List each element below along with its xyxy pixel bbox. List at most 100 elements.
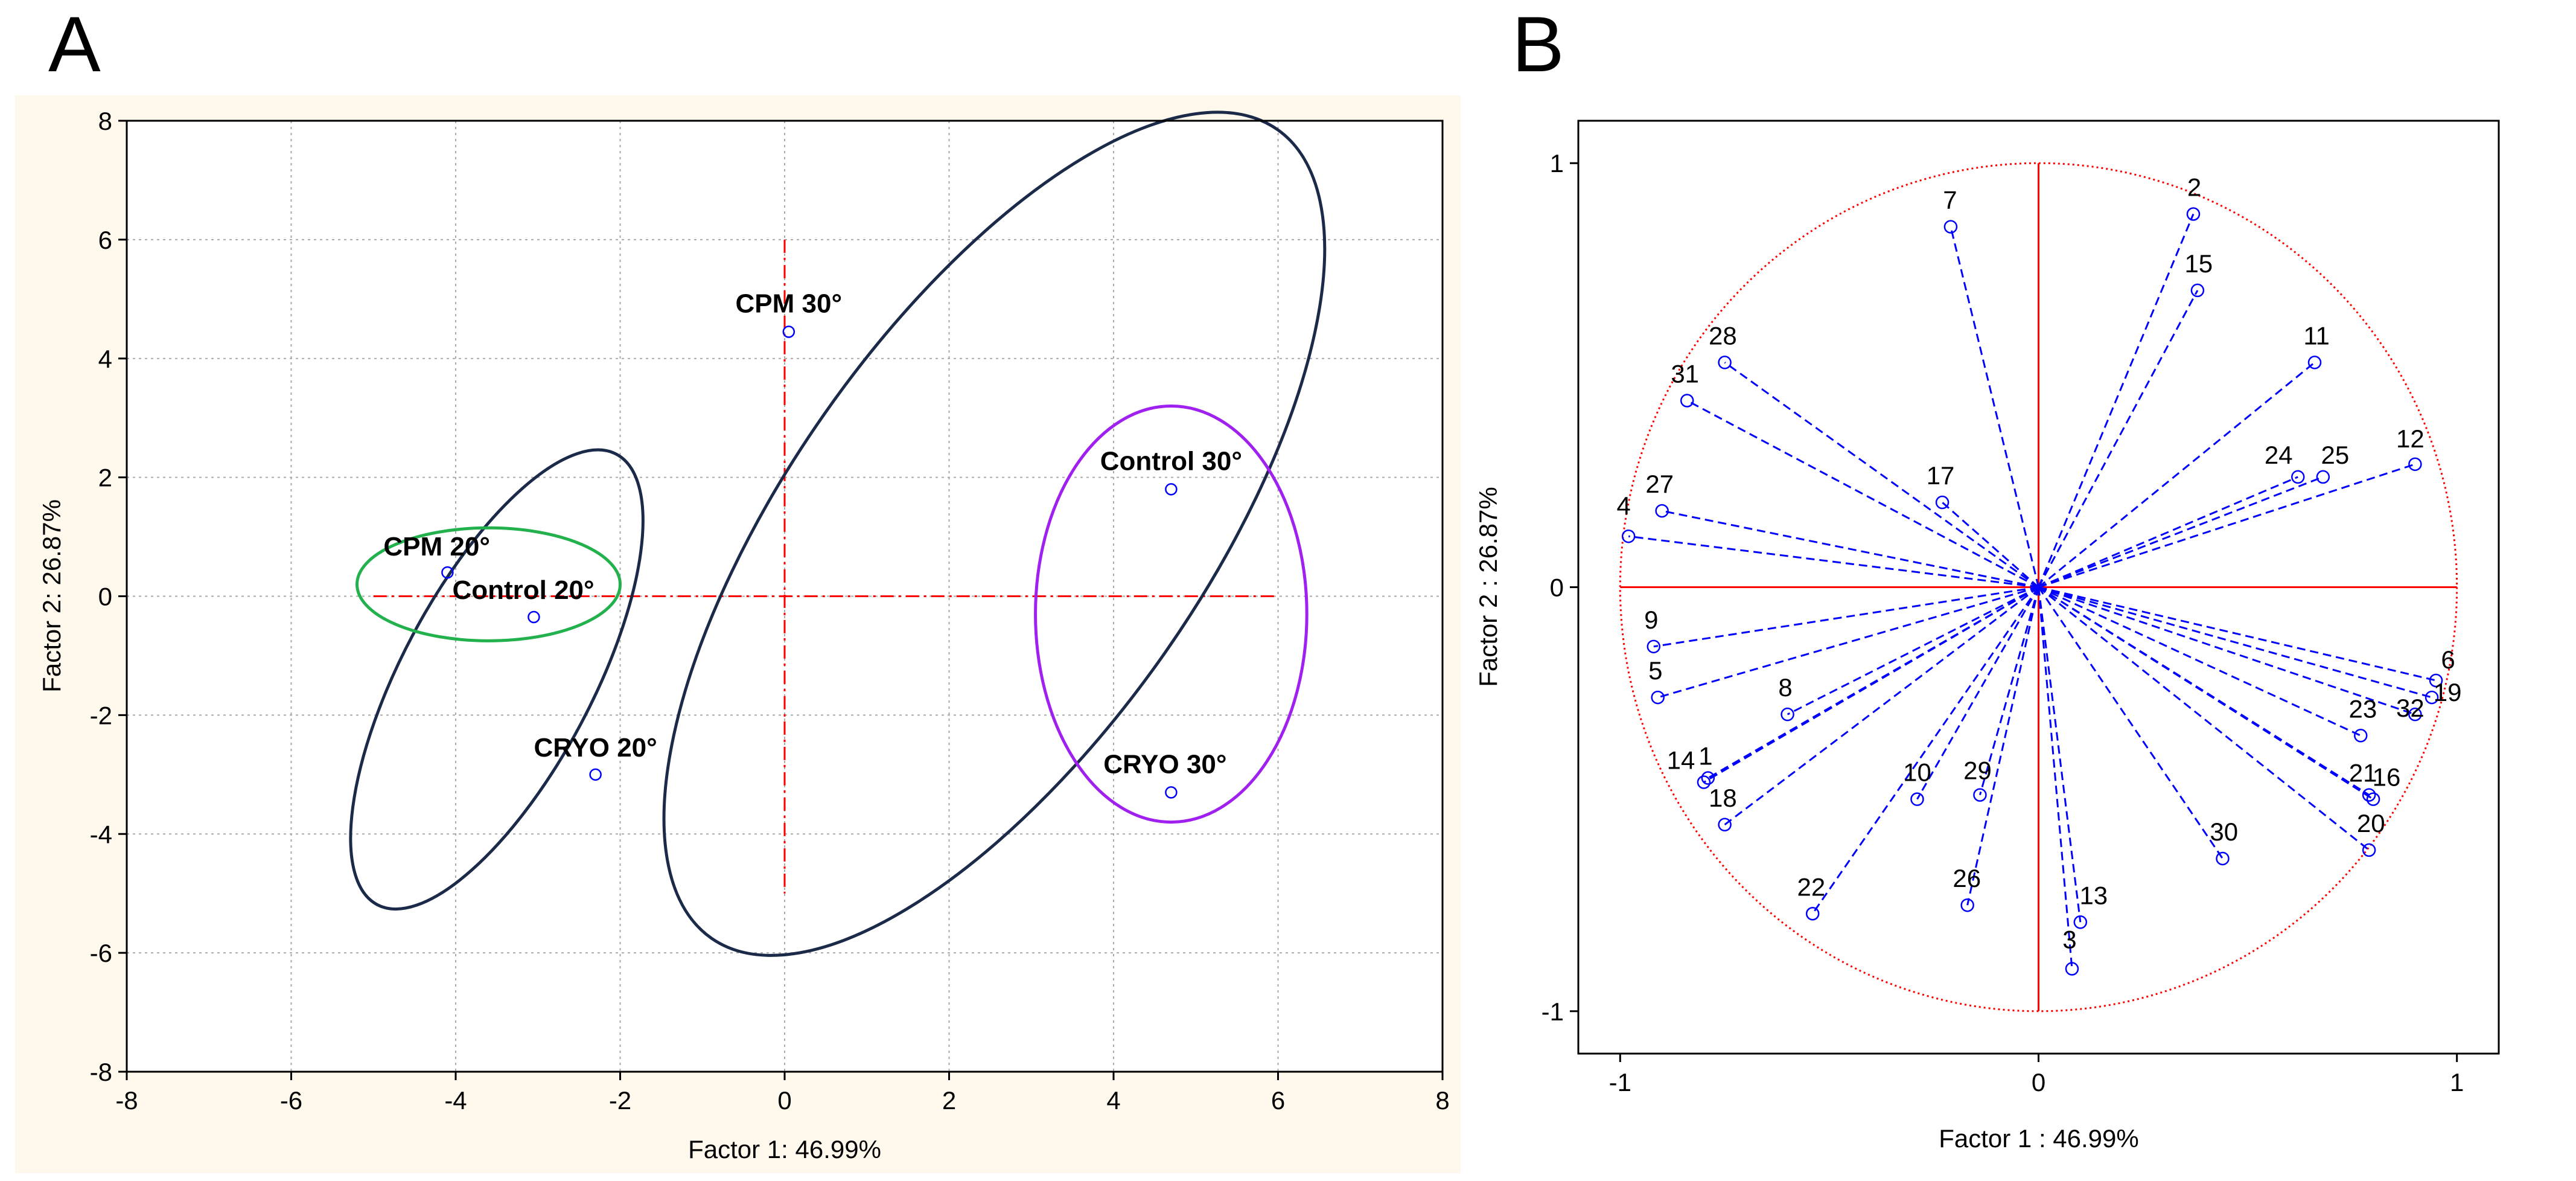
panel-a: CPM 20° Control 20° CRYO 20° CPM 30° Control…: [15, 95, 1461, 1173]
loading-point-6: [2429, 673, 2443, 688]
loading-label-12: 12: [2396, 424, 2425, 453]
point-label-control-20: Control 20°: [452, 575, 594, 605]
panel-b-xlabel: Factor 1 : 46.99%: [1939, 1124, 2139, 1153]
loading-point-22: [1805, 907, 1820, 921]
loading-point-15: [2190, 283, 2205, 298]
vector-19: [2038, 586, 2432, 699]
panel-a-ylabel: Factor 2: 26.87%: [37, 499, 66, 693]
vector-23: [2038, 586, 2361, 737]
loading-label-11: 11: [2303, 321, 2330, 350]
loading-label-30: 30: [2210, 818, 2238, 846]
loading-point-18: [1718, 818, 1732, 832]
y-tick-label: 0: [98, 583, 112, 611]
ellipse-cpm-20-control-20: [355, 526, 622, 642]
loading-point-5: [1651, 690, 1665, 705]
vector-14: [1703, 586, 2039, 783]
loading-label-23: 23: [2349, 694, 2377, 723]
loading-point-28: [1718, 356, 1732, 370]
ellipse-30-samples: [662, 110, 1327, 957]
vector-13: [2038, 587, 2082, 923]
x-tick-label: 1: [2450, 1068, 2464, 1096]
vector-21: [2038, 586, 2370, 796]
loading-point-32: [2408, 707, 2422, 722]
loading-label-14: 14: [1667, 746, 1695, 775]
point-cpm-30: [782, 325, 795, 338]
loading-label-20: 20: [2357, 809, 2385, 837]
panel-b-ylabel: Factor 2 : 26.87%: [1474, 487, 1502, 687]
loading-point-24: [2291, 470, 2305, 484]
vector-6: [2038, 586, 2437, 682]
loading-point-11: [2307, 356, 2322, 370]
loading-point-3: [2065, 962, 2079, 976]
panel-label-b: B: [1512, 0, 1564, 88]
vector-28: [1724, 362, 2039, 588]
loading-point-9: [1647, 639, 1661, 654]
loading-label-15: 15: [2184, 249, 2213, 278]
loading-point-16: [2366, 792, 2380, 806]
loading-label-27: 27: [1645, 470, 1674, 498]
loading-point-1: [1701, 771, 1715, 785]
point-cpm-20: [441, 566, 454, 579]
loading-point-14: [1697, 775, 1711, 789]
point-label-cpm-20: CPM 20°: [383, 532, 490, 562]
loading-point-31: [1680, 394, 1694, 408]
x-tick-label: 0: [777, 1086, 791, 1115]
loading-label-2: 2: [2187, 173, 2201, 202]
x-tick-label: 2: [942, 1086, 956, 1115]
point-label-cpm-30: CPM 30°: [736, 289, 843, 318]
loading-point-19: [2425, 690, 2439, 705]
loading-label-22: 22: [1797, 872, 1826, 901]
loading-label-8: 8: [1778, 673, 1792, 702]
loading-point-21: [2362, 788, 2376, 802]
point-label-control-30: Control 30°: [1100, 446, 1242, 476]
vector-25: [2038, 476, 2324, 588]
loading-label-17: 17: [1927, 461, 1955, 490]
vector-27: [1662, 510, 2039, 588]
loading-label-4: 4: [1617, 491, 1631, 520]
y-tick-label: -8: [90, 1058, 112, 1086]
vector-4: [1628, 535, 2039, 588]
ellipse-control-30-cryo-30: [1034, 405, 1309, 824]
loading-label-1: 1: [1698, 742, 1712, 770]
vector-26: [1966, 587, 2039, 906]
point-control-20: [528, 610, 540, 624]
vector-2: [2038, 213, 2195, 588]
vector-9: [1653, 586, 2039, 648]
point-label-cryo-30: CRYO 30°: [1103, 749, 1226, 779]
loading-label-31: 31: [1671, 360, 1699, 388]
panel-a-xlabel: Factor 1: 46.99%: [688, 1135, 881, 1163]
y-tick-label: 2: [98, 464, 112, 492]
vector-30: [2038, 586, 2224, 859]
y-tick-label: -2: [90, 701, 112, 729]
loading-label-32: 32: [2396, 694, 2425, 722]
loading-label-9: 9: [1644, 606, 1658, 634]
point-control-30: [1165, 483, 1178, 496]
loading-point-13: [2073, 915, 2088, 929]
panel-b-ticks: -1 0 1 -1 0 1: [1541, 149, 2464, 1096]
loading-label-5: 5: [1648, 656, 1662, 685]
panel-a-ellipses: [349, 110, 1327, 957]
vector-17: [1942, 501, 2039, 588]
loading-label-13: 13: [2079, 881, 2108, 909]
loading-label-21: 21: [2349, 759, 2377, 787]
panel-a-ticks: -8 -6 -4 -2 0 2 4 6 8 -8 -6 -4 -2 0 2 4 6 8: [90, 107, 1450, 1115]
loading-label-6: 6: [2441, 645, 2455, 674]
x-tick-label: 6: [1271, 1086, 1285, 1115]
x-tick-label: -1: [1609, 1068, 1631, 1096]
y-tick-label: 4: [98, 345, 112, 373]
loading-label-28: 28: [1709, 321, 1737, 350]
x-tick-label: -6: [280, 1086, 302, 1115]
vector-7: [1950, 226, 2039, 587]
x-tick-label: 8: [1435, 1086, 1449, 1115]
panel-b-vectors: [1628, 213, 2437, 969]
point-cryo-20: [589, 768, 602, 781]
ellipse-20-samples: [349, 448, 645, 911]
vector-3: [2038, 587, 2073, 969]
vector-11: [2038, 362, 2315, 588]
point-label-cryo-20: CRYO 20°: [534, 733, 657, 763]
vector-29: [1979, 587, 2039, 796]
y-tick-label: 1: [1550, 149, 1564, 178]
vector-10: [1916, 586, 2039, 800]
